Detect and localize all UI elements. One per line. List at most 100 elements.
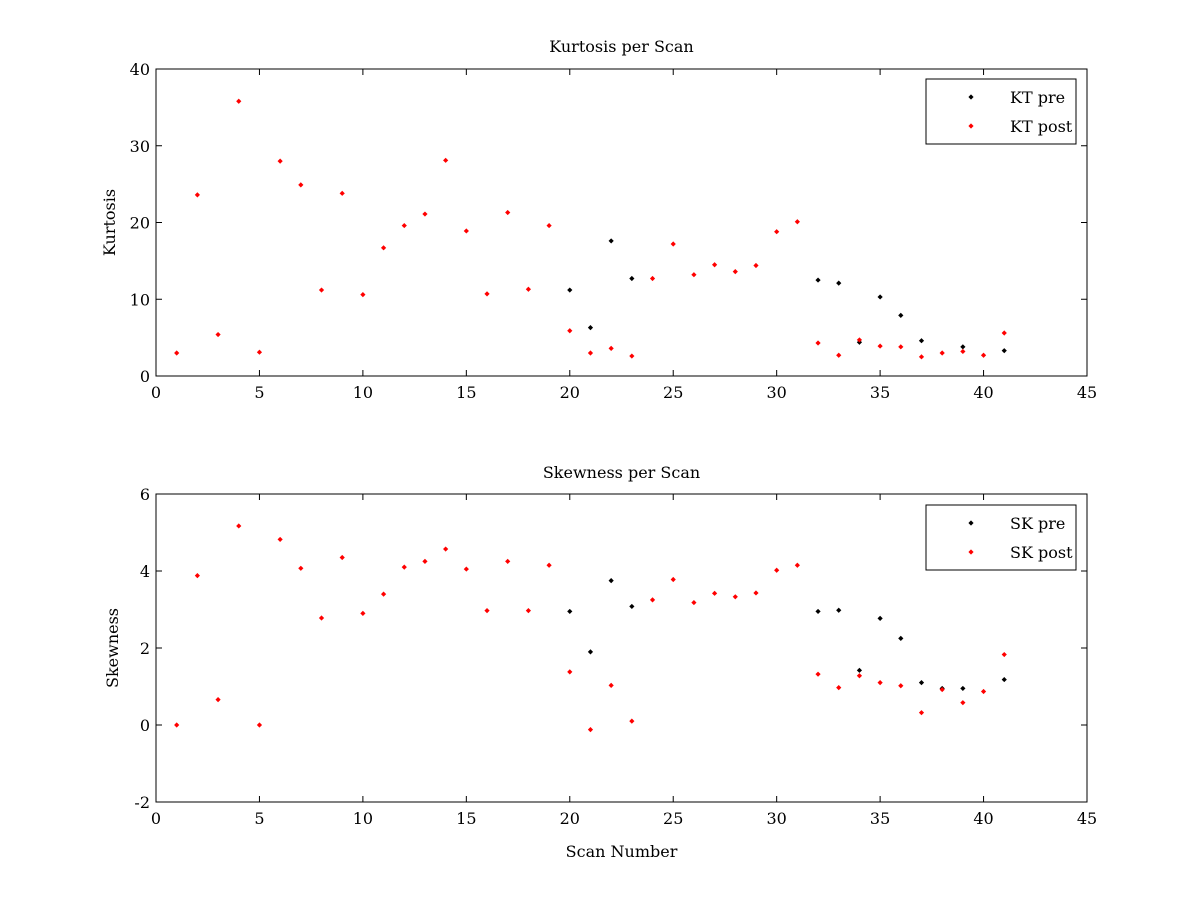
kurtosis-y-tick-label: 20 <box>130 214 150 233</box>
kurtosis-x-tick-label: 5 <box>254 383 264 402</box>
kurtosis-series-post <box>174 98 1007 360</box>
skewness-y-tick-label: -2 <box>134 793 150 812</box>
skewness-legend-label: SK pre <box>1010 514 1065 533</box>
skewness-data-point <box>608 578 614 584</box>
skewness-data-point <box>898 683 904 689</box>
skewness-data-point <box>649 597 656 603</box>
kurtosis-x-tick-label: 40 <box>973 383 993 402</box>
skewness-data-point <box>525 608 531 614</box>
skewness-data-point <box>732 594 738 600</box>
kurtosis-data-point <box>236 98 242 104</box>
skewness-x-tick-label: 30 <box>766 809 786 828</box>
skewness-data-point <box>856 673 863 679</box>
kurtosis-data-point <box>463 228 469 234</box>
kurtosis-legend-label: KT pre <box>1010 88 1065 107</box>
kurtosis-data-point <box>339 190 345 196</box>
kurtosis-panel: 0 5 10 15 20 25 30 35 40 45 0 10 20 30 40 Kurtosis per … <box>100 37 1097 402</box>
skewness-data-point <box>960 685 966 692</box>
kurtosis-data-point <box>608 345 614 351</box>
kurtosis-data-point <box>505 209 511 216</box>
kurtosis-y-tick-label: 40 <box>130 60 150 79</box>
kurtosis-data-point <box>670 241 676 247</box>
skewness-y-tick-label: 0 <box>140 716 150 735</box>
kurtosis-data-point <box>360 292 366 298</box>
skewness-data-point <box>484 608 490 614</box>
kurtosis-data-point <box>712 262 718 268</box>
skewness-data-point <box>339 554 345 561</box>
kurtosis-data-point <box>918 354 925 360</box>
skewness-data-point <box>856 667 863 673</box>
skewness-legend-box <box>925 504 1077 571</box>
kurtosis-chart-title: Kurtosis per Scan <box>549 37 693 56</box>
skewness-x-tick-label: 25 <box>663 809 683 828</box>
skewness-data-point <box>587 649 594 655</box>
skewness-series-pre <box>567 578 1007 692</box>
skewness-data-point <box>774 567 780 573</box>
skewness-data-point <box>877 615 883 621</box>
skewness-data-point <box>215 696 221 703</box>
skewness-data-point <box>1001 676 1007 683</box>
skewness-x-tick-label: 10 <box>353 809 373 828</box>
kurtosis-data-point <box>401 222 407 229</box>
skewness-data-point <box>815 671 821 677</box>
kurtosis-data-point <box>691 272 697 278</box>
kurtosis-data-point <box>380 245 387 251</box>
skewness-chart-title: Skewness per Scan <box>543 463 700 482</box>
kurtosis-data-point <box>836 280 842 286</box>
skewness-y-tick-label: 4 <box>140 562 150 581</box>
skewness-data-point <box>546 562 552 568</box>
skewness-data-point <box>463 566 469 572</box>
kurtosis-x-tick-label: 20 <box>560 383 580 402</box>
skewness-data-point <box>174 722 180 728</box>
kurtosis-legend-marker <box>968 123 974 129</box>
kurtosis-data-point <box>174 350 180 356</box>
kurtosis-data-point <box>629 353 635 359</box>
kurtosis-data-point <box>567 287 573 293</box>
kurtosis-data-point <box>587 325 594 331</box>
skewness-data-point <box>608 682 614 688</box>
skewness-data-point <box>960 700 966 706</box>
kurtosis-data-point <box>898 344 904 350</box>
kurtosis-data-point <box>877 294 883 300</box>
skewness-data-point <box>505 558 511 564</box>
skewness-y-tick-label: 6 <box>140 485 150 504</box>
skewness-data-point <box>422 558 428 564</box>
kurtosis-data-point <box>939 350 945 356</box>
kurtosis-data-point <box>649 275 656 282</box>
kurtosis-data-point <box>629 275 635 282</box>
skewness-data-point <box>815 608 821 615</box>
skewness-data-point <box>318 615 325 621</box>
kurtosis-data-point <box>1001 330 1007 336</box>
skewness-data-point <box>877 680 883 686</box>
kurtosis-y-tick-label: 0 <box>140 367 150 386</box>
skewness-data-point <box>629 603 635 610</box>
kurtosis-data-point <box>277 158 283 164</box>
skewness-data-point <box>194 573 200 579</box>
skewness-data-point <box>380 591 387 597</box>
skewness-y-axis-label: Skewness <box>103 608 122 688</box>
kurtosis-data-point <box>815 277 821 283</box>
skewness-x-tick-label: 40 <box>973 809 993 828</box>
skewness-data-point <box>567 669 573 675</box>
kurtosis-data-point <box>256 349 263 355</box>
skewness-legend-marker <box>968 549 974 555</box>
skewness-data-point <box>298 565 304 571</box>
skewness-data-point <box>629 718 635 724</box>
kurtosis-data-point <box>298 182 304 188</box>
kurtosis-data-point <box>856 337 863 343</box>
skewness-data-point <box>918 680 925 686</box>
kurtosis-data-point <box>525 286 531 292</box>
skewness-data-point <box>794 562 800 568</box>
kurtosis-data-point <box>422 211 428 217</box>
skewness-data-point <box>712 590 718 596</box>
skewness-x-tick-label: 5 <box>254 809 264 828</box>
kurtosis-data-point <box>484 291 490 297</box>
skewness-data-point <box>256 722 263 728</box>
kurtosis-data-point <box>608 238 614 244</box>
skewness-data-point <box>567 608 573 615</box>
skewness-x-tick-label: 0 <box>151 809 161 828</box>
kurtosis-data-point <box>898 312 904 318</box>
kurtosis-y-tick-label: 10 <box>130 290 150 309</box>
skewness-data-point <box>898 635 904 641</box>
